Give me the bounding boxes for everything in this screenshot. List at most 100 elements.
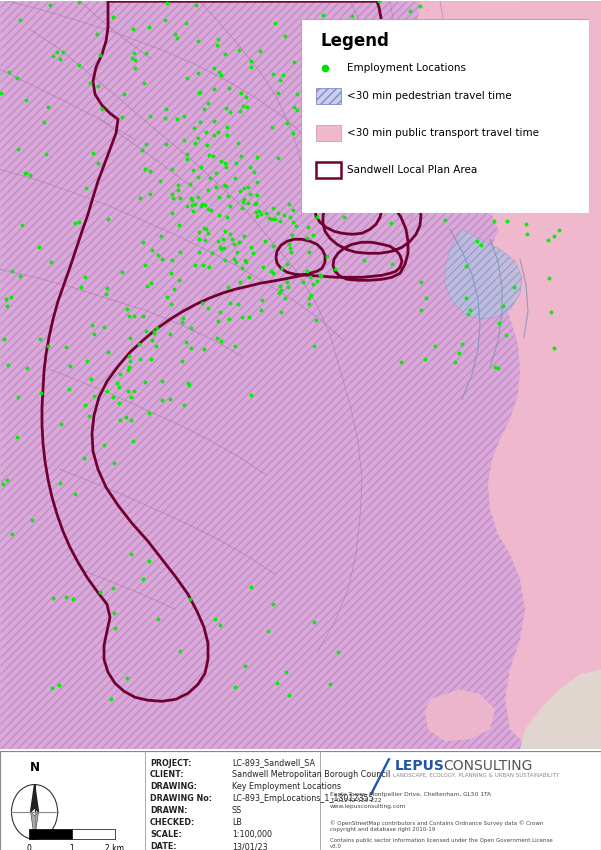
Point (188, 163, 198, 177)
Point (203, 226, 213, 240)
Point (215, 305, 225, 319)
Point (55, 52, 65, 65)
Point (183, 376, 193, 389)
Point (219, 241, 229, 255)
Point (320, 17, 329, 31)
Point (282, 258, 292, 271)
Point (246, 388, 256, 401)
Point (356, 29, 365, 42)
Point (274, 286, 284, 300)
Point (141, 46, 150, 60)
Point (35, 332, 44, 345)
Point (240, 660, 250, 673)
Point (222, 210, 232, 224)
Point (155, 174, 165, 188)
Point (268, 240, 278, 253)
Point (330, 263, 340, 276)
Point (2, 473, 12, 487)
Point (302, 231, 312, 245)
Point (108, 390, 117, 404)
Point (394, 204, 404, 218)
Point (462, 292, 471, 305)
Point (186, 320, 195, 334)
Point (200, 198, 210, 212)
Point (270, 16, 279, 30)
Point (1, 292, 11, 306)
Point (243, 196, 252, 210)
Point (305, 270, 315, 284)
Bar (29, 830, 72, 838)
Point (252, 150, 262, 164)
Point (103, 281, 112, 295)
Point (305, 26, 315, 40)
Point (501, 328, 510, 342)
Point (340, 210, 349, 224)
Point (233, 298, 243, 311)
Text: DRAWN:: DRAWN: (150, 807, 188, 815)
Point (441, 65, 451, 78)
Point (111, 621, 120, 635)
Point (238, 99, 248, 113)
Point (466, 303, 475, 316)
FancyBboxPatch shape (316, 88, 341, 104)
Point (225, 105, 234, 119)
Point (216, 242, 226, 256)
Text: 13/01/23: 13/01/23 (232, 842, 267, 850)
Point (239, 181, 248, 195)
Point (183, 152, 192, 166)
Polygon shape (405, 2, 601, 259)
Point (140, 375, 150, 388)
Polygon shape (520, 669, 601, 750)
Point (242, 255, 251, 269)
Point (235, 184, 245, 198)
Point (221, 179, 231, 193)
Point (504, 106, 513, 120)
Point (416, 275, 426, 289)
Point (387, 257, 397, 270)
Point (329, 88, 339, 102)
Point (234, 235, 243, 248)
Point (554, 224, 564, 237)
Point (308, 229, 317, 242)
Point (522, 217, 531, 230)
Point (348, 65, 358, 78)
Point (261, 206, 270, 219)
Point (285, 688, 294, 702)
Point (237, 310, 246, 324)
Polygon shape (425, 689, 495, 741)
Point (234, 43, 244, 57)
Point (424, 125, 433, 139)
Point (516, 188, 526, 201)
Point (162, 102, 171, 116)
Point (402, 20, 412, 34)
Point (305, 292, 314, 305)
Point (444, 82, 453, 96)
Point (273, 86, 283, 99)
Text: <30 min public transport travel time: <30 min public transport travel time (347, 128, 538, 138)
Point (129, 47, 138, 60)
Point (206, 204, 215, 218)
Point (89, 327, 99, 341)
Point (251, 206, 261, 219)
Point (461, 259, 471, 273)
Point (289, 100, 299, 114)
Point (252, 209, 262, 223)
Point (203, 302, 213, 315)
Point (298, 275, 308, 289)
Point (208, 149, 218, 162)
Point (215, 619, 224, 632)
Text: ╱: ╱ (371, 758, 389, 795)
Point (166, 267, 175, 280)
Point (246, 240, 256, 253)
Point (84, 409, 93, 422)
Point (239, 230, 249, 243)
Point (386, 217, 395, 230)
Point (230, 252, 239, 266)
Point (522, 227, 532, 241)
Point (242, 100, 252, 114)
Point (237, 262, 246, 275)
Point (108, 10, 118, 24)
Point (312, 275, 322, 288)
Point (504, 128, 514, 141)
Point (231, 255, 241, 269)
